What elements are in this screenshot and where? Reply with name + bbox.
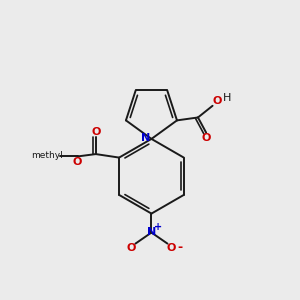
Text: +: + bbox=[154, 222, 162, 232]
Text: N: N bbox=[147, 227, 156, 237]
Text: O: O bbox=[72, 157, 82, 167]
Text: O: O bbox=[213, 95, 222, 106]
Text: N: N bbox=[141, 133, 150, 143]
Text: O: O bbox=[202, 133, 211, 142]
Text: O: O bbox=[127, 243, 136, 253]
Text: O: O bbox=[91, 127, 101, 136]
Text: methyl: methyl bbox=[32, 151, 63, 160]
Text: O: O bbox=[166, 243, 176, 253]
Text: -: - bbox=[178, 241, 183, 254]
Text: H: H bbox=[223, 93, 231, 103]
